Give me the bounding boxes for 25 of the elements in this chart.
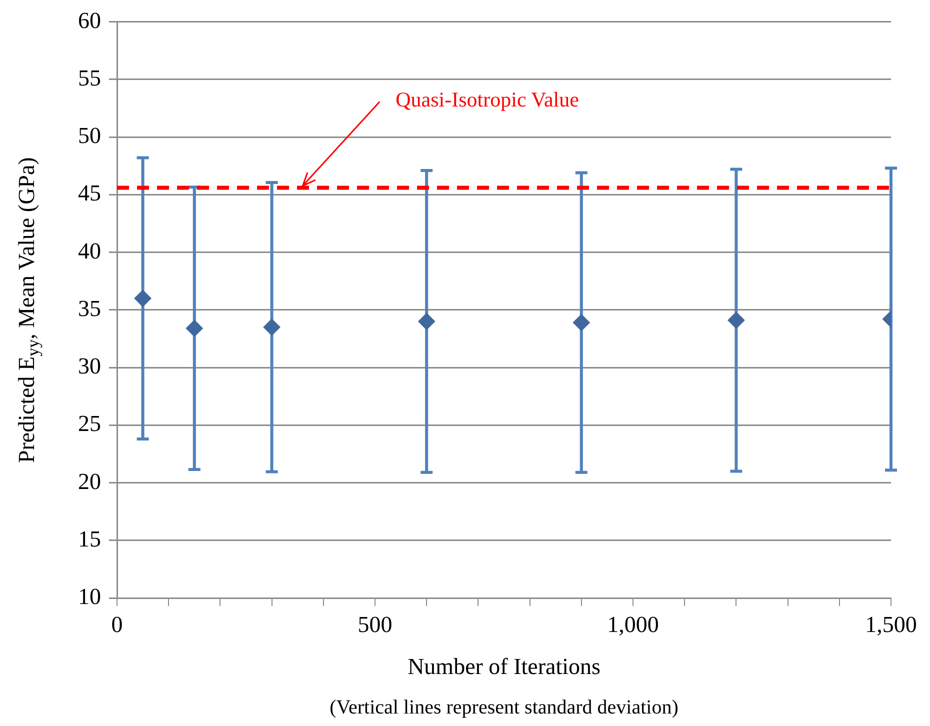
- y-tick-label: 25: [78, 411, 101, 436]
- y-tick-label: 15: [78, 526, 101, 552]
- y-tick-label: 20: [78, 468, 101, 494]
- y-tick-label: 50: [78, 123, 101, 148]
- x-tick-label: 1,500: [865, 612, 917, 637]
- y-tick-label: 45: [78, 180, 101, 206]
- point: [134, 290, 152, 307]
- y-axis-title: Predicted Eyy, Mean Value (GPa): [14, 157, 42, 464]
- x-tick-label: 500: [358, 612, 392, 637]
- x-tick-label: 1,000: [607, 612, 659, 637]
- y-tick-label: 40: [78, 238, 101, 264]
- point: [263, 318, 280, 336]
- text: (Vertical lines represent standard deviation): [330, 696, 678, 718]
- y-tick-label: 10: [78, 584, 101, 610]
- y-tick-label: 55: [78, 65, 101, 90]
- point: [572, 314, 590, 332]
- point: [728, 312, 745, 329]
- ref-line-label: Quasi-Isotropic Value: [396, 88, 579, 112]
- x-tick-label: 0: [111, 612, 123, 637]
- x-axis-title: Number of Iterations: [408, 654, 600, 680]
- point: [186, 320, 203, 337]
- y-tick-label: 35: [78, 296, 101, 321]
- point: [418, 312, 436, 330]
- y-tick-label: 60: [78, 8, 101, 33]
- y-tick-label: 30: [78, 354, 101, 379]
